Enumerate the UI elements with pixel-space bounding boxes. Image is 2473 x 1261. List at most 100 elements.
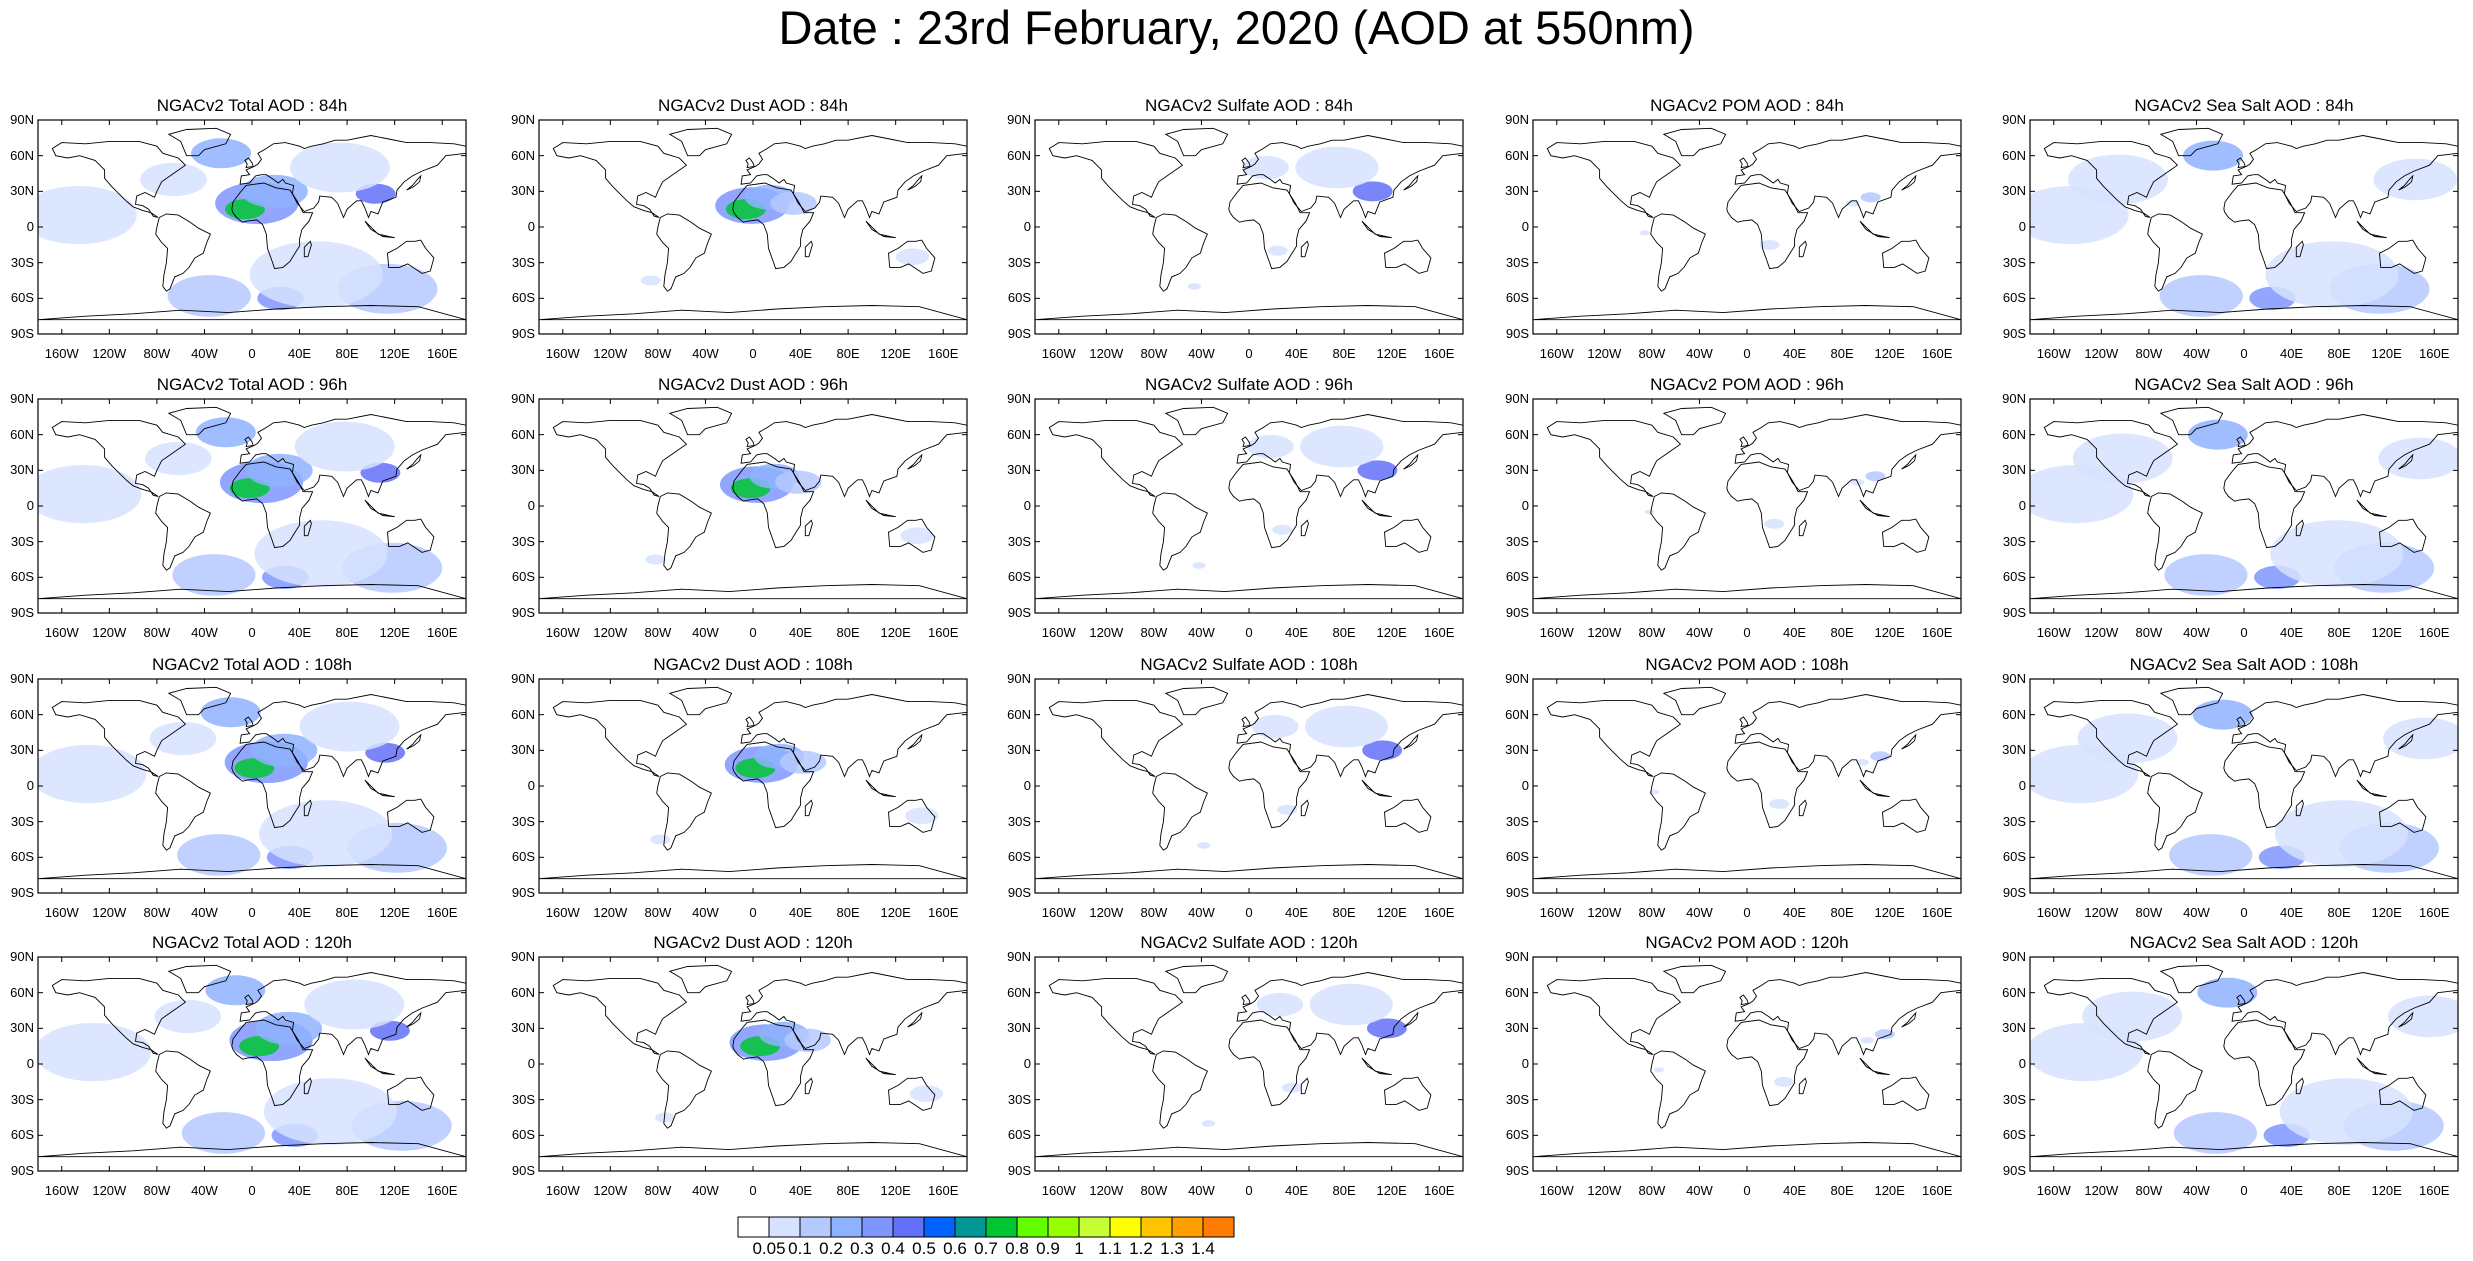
lon-tick-label: 0 bbox=[248, 905, 256, 920]
panel-title: NGACv2 Dust AOD : 96h bbox=[658, 375, 848, 394]
lat-tick-label: 30S bbox=[511, 1091, 535, 1107]
aod-field bbox=[1352, 181, 1393, 202]
coastline bbox=[1901, 1011, 1917, 1028]
colorbar-segment bbox=[861, 1216, 894, 1238]
aod-field bbox=[1639, 230, 1650, 236]
lat-tick-label: 30N bbox=[10, 183, 34, 199]
lat-tick-label: 60N bbox=[2002, 147, 2026, 163]
lon-tick-label: 80W bbox=[1638, 625, 1666, 640]
panel-title: NGACv2 Sulfate AOD : 96h bbox=[1145, 375, 1353, 394]
coastline bbox=[1361, 779, 1392, 798]
coastline bbox=[244, 436, 254, 448]
lon-tick-label: 120E bbox=[2371, 905, 2402, 920]
lon-tick-label: 80E bbox=[836, 625, 860, 640]
lon-tick-label: 120W bbox=[92, 346, 127, 361]
coastline bbox=[239, 694, 466, 778]
colorbar-segment bbox=[737, 1216, 770, 1238]
lon-tick-label: 80W bbox=[1140, 346, 1168, 361]
coastline bbox=[2030, 305, 2458, 321]
map-background bbox=[1035, 957, 1463, 1171]
lon-tick-label: 40W bbox=[191, 625, 218, 640]
coastline bbox=[1533, 1142, 1961, 1158]
lon-tick-label: 120W bbox=[2084, 346, 2119, 361]
lon-tick-label: 80E bbox=[335, 1183, 359, 1198]
lat-tick-label: 60S bbox=[10, 849, 34, 865]
coastline bbox=[888, 798, 936, 833]
lat-tick-label: 0 bbox=[26, 498, 34, 513]
coastline bbox=[2356, 779, 2387, 798]
lat-tick-label: 60S bbox=[10, 1127, 34, 1143]
coastline bbox=[2231, 414, 2458, 498]
coastline bbox=[2236, 436, 2246, 448]
coastline bbox=[1241, 994, 1251, 1006]
coastline bbox=[1384, 518, 1432, 553]
lat-tick-label: 60S bbox=[2002, 569, 2026, 585]
aod-field bbox=[38, 744, 147, 804]
colorbar-segment bbox=[1047, 1216, 1080, 1238]
colorbar-segment bbox=[1140, 1216, 1173, 1238]
panel-title: NGACv2 POM AOD : 96h bbox=[1650, 375, 1844, 394]
lat-tick-label: 0 bbox=[2018, 1056, 2026, 1071]
aod-field bbox=[1192, 562, 1206, 569]
lon-tick-label: 160W bbox=[44, 625, 79, 640]
lat-tick-label: 90S bbox=[1007, 605, 1031, 620]
coastline bbox=[1739, 716, 1749, 728]
aod-field bbox=[1281, 1082, 1302, 1093]
coastline bbox=[406, 1011, 422, 1028]
aod-field bbox=[2197, 977, 2258, 1008]
coastline bbox=[155, 213, 211, 292]
coastline bbox=[1300, 240, 1309, 258]
coastline bbox=[303, 240, 312, 258]
coastline bbox=[1035, 584, 1463, 600]
coastline bbox=[539, 864, 967, 880]
coastline bbox=[1241, 716, 1251, 728]
coastline bbox=[668, 964, 733, 994]
lon-tick-label: 40W bbox=[2183, 346, 2210, 361]
map-panel bbox=[1034, 678, 1464, 894]
coastline bbox=[155, 772, 211, 851]
lat-tick-label: 30N bbox=[511, 462, 535, 478]
coastline bbox=[2147, 492, 2203, 571]
lon-tick-label: 40W bbox=[1686, 625, 1713, 640]
lon-tick-label: 40E bbox=[1284, 346, 1309, 361]
map-panel bbox=[1532, 119, 1962, 335]
coastline bbox=[1882, 798, 1930, 833]
coastline bbox=[1726, 741, 1809, 829]
coastline bbox=[1035, 305, 1463, 321]
lat-tick-label: 0 bbox=[1521, 778, 1529, 793]
lon-tick-label: 120E bbox=[1376, 625, 1407, 640]
coastline bbox=[1726, 461, 1809, 549]
coastline bbox=[2223, 461, 2306, 549]
coastline bbox=[1650, 492, 1706, 571]
lon-tick-label: 0 bbox=[2240, 625, 2248, 640]
coastline bbox=[1882, 518, 1930, 553]
coastline bbox=[1662, 686, 1727, 716]
lon-tick-label: 40E bbox=[788, 905, 813, 920]
lon-tick-label: 160E bbox=[1922, 346, 1953, 361]
lat-tick-label: 60S bbox=[10, 290, 34, 306]
lon-tick-label: 0 bbox=[2240, 905, 2248, 920]
lon-tick-label: 120E bbox=[379, 625, 410, 640]
lat-tick-label: 60S bbox=[511, 569, 535, 585]
aod-field bbox=[1644, 509, 1655, 515]
coastline bbox=[1403, 174, 1419, 191]
lat-tick-label: 90S bbox=[1007, 1163, 1031, 1178]
lat-tick-label: 30S bbox=[1505, 254, 1529, 270]
lat-tick-label: 30N bbox=[2002, 1020, 2026, 1036]
lat-tick-label: 30S bbox=[1007, 533, 1031, 549]
lat-tick-label: 60S bbox=[511, 1127, 535, 1143]
coastline bbox=[2223, 741, 2306, 829]
lon-tick-label: 0 bbox=[248, 1183, 256, 1198]
lat-tick-label: 90N bbox=[1007, 949, 1031, 964]
coastline bbox=[406, 174, 422, 191]
lon-tick-label: 0 bbox=[1743, 1183, 1751, 1198]
lat-tick-label: 30S bbox=[1505, 1091, 1529, 1107]
lon-tick-label: 120E bbox=[1376, 346, 1407, 361]
coastline bbox=[1734, 414, 1961, 498]
lon-tick-label: 40E bbox=[1284, 625, 1309, 640]
lon-tick-label: 160E bbox=[427, 1183, 458, 1198]
lat-tick-label: 30N bbox=[10, 742, 34, 758]
coastline bbox=[745, 716, 755, 728]
coastline bbox=[2147, 1050, 2203, 1129]
